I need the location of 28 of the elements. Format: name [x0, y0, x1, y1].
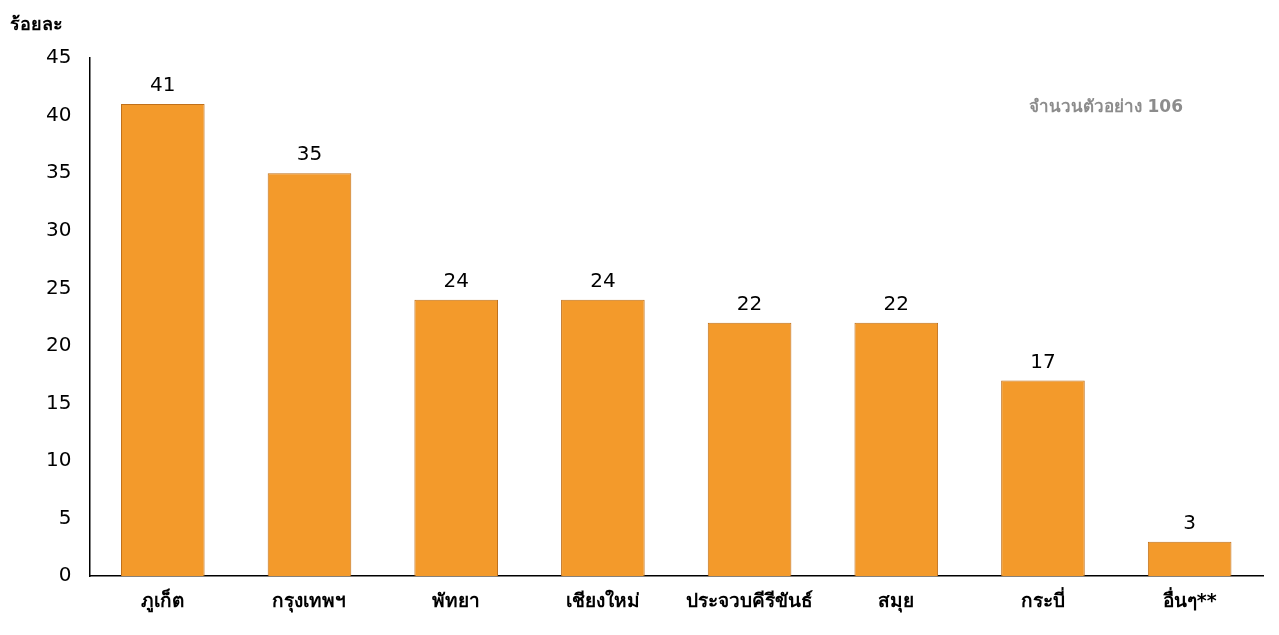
x-tick-label: ประจวบคีรีขันธ์ — [686, 588, 814, 611]
data-label: 24 — [590, 268, 616, 293]
y-tick-label: 25 — [46, 274, 72, 299]
y-axis-title: ร้อยละ — [10, 12, 63, 34]
y-tick-label: 40 — [46, 101, 72, 126]
y-tick-label: 45 — [46, 44, 72, 69]
data-label: 22 — [883, 291, 909, 316]
x-tick-label: พัทยา — [432, 588, 481, 611]
x-tick-label: อื่นๆ** — [1162, 586, 1217, 611]
data-label: 22 — [736, 291, 763, 316]
y-tick-label: 20 — [46, 332, 72, 357]
annotation: จำนวนตัวอย่าง 106 — [1028, 96, 1183, 117]
data-label: 3 — [1183, 509, 1197, 534]
y-tick-label: 35 — [46, 159, 72, 184]
x-tick-label: เชียงใหม่ — [565, 588, 640, 611]
y-tick-label: 15 — [46, 389, 72, 414]
x-tick-label: กรุงเทพฯ — [272, 588, 347, 613]
x-tick-label: ภูเก็ต — [141, 587, 185, 613]
y-tick-label: 5 — [58, 504, 72, 529]
data-label: 24 — [443, 268, 469, 293]
y-tick-label: 30 — [46, 216, 72, 241]
data-label: 17 — [1030, 348, 1056, 373]
y-tick-label: 0 — [58, 562, 72, 587]
data-label: 35 — [296, 141, 323, 166]
y-tick-label: 10 — [46, 447, 72, 472]
x-tick-label: สมุย — [878, 588, 915, 613]
x-tick-label: กระบี่ — [1020, 586, 1065, 611]
data-label: 41 — [150, 72, 176, 97]
